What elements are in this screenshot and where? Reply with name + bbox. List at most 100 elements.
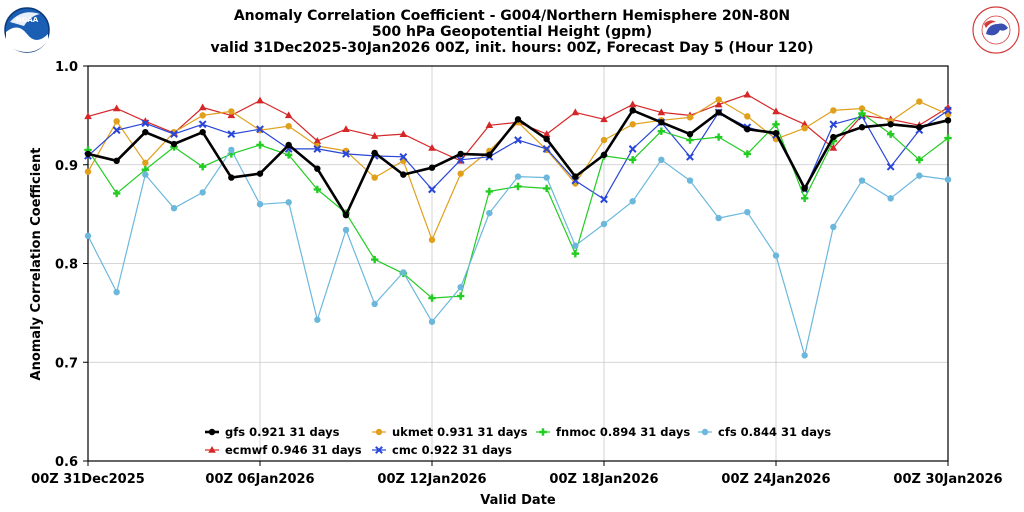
point-cfs — [916, 172, 923, 179]
point-fnmoc — [886, 130, 895, 138]
point-fnmoc — [313, 185, 322, 194]
point-ecmwf — [571, 108, 580, 116]
point-gfs — [629, 107, 636, 114]
legend: gfs 0.921 31 days ukmet 0.931 31 days fnmo… — [205, 425, 831, 457]
point-ecmwf — [313, 137, 322, 144]
point-gfs — [170, 140, 178, 148]
chart-title: Anomaly Correlation Coefficient - G004/N… — [234, 8, 790, 24]
y-tick-label: 0.6 — [55, 455, 78, 470]
point-gfs — [400, 171, 407, 178]
point-ukmet — [858, 105, 866, 112]
chart-subtitle-validity: valid 31Dec2025-30Jan2026 00Z, init. hou… — [210, 40, 813, 56]
point-cmc — [829, 120, 838, 129]
point-cfs — [84, 232, 92, 240]
point-ecmwf — [542, 130, 551, 137]
point-cfs — [256, 201, 264, 208]
point-fnmoc — [256, 141, 264, 149]
point-gfs — [486, 151, 493, 159]
point-gfs — [199, 128, 206, 136]
y-axis-ticks: 0.6 0.7 0.8 0.9 1.0 — [55, 60, 88, 470]
point-gfs — [342, 211, 350, 219]
series-fnmoc — [84, 109, 952, 302]
point-ukmet — [686, 114, 694, 121]
point-ecmwf — [256, 96, 264, 104]
point-cfs — [600, 220, 608, 228]
legend-marker-gfs — [208, 428, 216, 436]
point-fnmoc — [686, 136, 694, 144]
legend-label-fnmoc: fnmoc 0.894 31 days — [556, 425, 690, 439]
legend-item-fnmoc: fnmoc 0.894 31 days — [536, 425, 690, 439]
point-cfs — [744, 208, 751, 216]
point-cmc — [313, 145, 322, 153]
legend-item-ecmwf: ecmwf 0.946 31 days — [205, 443, 362, 457]
point-gfs — [142, 128, 149, 136]
point-fnmoc — [628, 156, 637, 164]
point-ecmwf — [84, 112, 92, 120]
point-ecmwf — [714, 100, 723, 108]
point-cmc — [628, 145, 637, 153]
point-gfs — [772, 129, 780, 137]
point-fnmoc — [514, 182, 522, 191]
series-line-ecmwf — [87, 93, 949, 162]
point-cfs — [715, 214, 722, 222]
y-tick-label: 0.8 — [55, 258, 78, 273]
point-gfs — [113, 157, 120, 164]
y-tick-label: 1.0 — [55, 60, 78, 75]
point-fnmoc — [542, 184, 551, 193]
point-gfs — [887, 121, 894, 128]
point-gfs — [801, 185, 808, 192]
point-cmc — [428, 185, 436, 194]
point-fnmoc — [944, 134, 952, 142]
point-ukmet — [629, 121, 636, 128]
noaa-logo: NOAA — [4, 7, 50, 53]
point-ukmet — [428, 236, 436, 243]
point-cmc — [600, 195, 608, 204]
point-ukmet — [113, 118, 120, 125]
point-ecmwf — [198, 103, 207, 111]
legend-item-ukmet: ukmet 0.931 31 days — [372, 425, 528, 439]
series-line-cfs — [87, 149, 949, 356]
y-axis-label: Anomaly Correlation Coefficient — [29, 148, 44, 381]
x-axis-ticks: 00Z 31Dec2025 00Z 06Jan2026 00Z 12Jan2026 0… — [31, 461, 1003, 487]
point-ecmwf — [772, 107, 780, 115]
y-tick-label: 0.7 — [55, 356, 78, 371]
point-ecmwf — [485, 121, 494, 129]
point-cfs — [428, 318, 436, 325]
point-cmc — [686, 152, 694, 161]
point-fnmoc — [198, 163, 207, 171]
legend-item-cmc: cmc 0.922 31 days — [372, 443, 512, 457]
point-cmc — [886, 162, 895, 171]
point-gfs — [686, 130, 694, 138]
point-cfs — [170, 205, 178, 212]
point-ecmwf — [800, 120, 809, 128]
legend-label-cmc: cmc 0.922 31 days — [392, 443, 512, 457]
point-ukmet — [715, 96, 722, 103]
point-gfs — [600, 151, 608, 159]
point-ecmwf — [743, 90, 752, 98]
point-cmc — [198, 120, 207, 129]
point-fnmoc — [714, 133, 723, 141]
legend-label-ukmet: ukmet 0.931 31 days — [392, 425, 528, 439]
x-axis-label: Valid Date — [480, 493, 556, 508]
point-fnmoc — [657, 127, 666, 135]
point-cmc — [399, 152, 408, 161]
point-gfs — [916, 124, 923, 131]
point-ecmwf — [657, 108, 666, 116]
series-line-gfs — [87, 109, 949, 217]
point-fnmoc — [571, 249, 580, 258]
legend-item-gfs: gfs 0.921 31 days — [205, 425, 340, 439]
point-cfs — [543, 174, 550, 181]
point-ukmet — [600, 136, 608, 144]
point-ecmwf — [370, 132, 379, 139]
point-ecmwf — [227, 111, 236, 119]
point-gfs — [457, 150, 464, 158]
point-fnmoc — [370, 255, 379, 264]
point-cfs — [400, 269, 407, 276]
point-fnmoc — [800, 194, 809, 203]
point-ecmwf — [284, 111, 293, 119]
point-gfs — [228, 174, 235, 181]
point-ukmet — [371, 174, 378, 181]
series-gfs — [84, 107, 952, 219]
point-gfs — [572, 173, 579, 180]
point-ecmwf — [342, 125, 350, 132]
